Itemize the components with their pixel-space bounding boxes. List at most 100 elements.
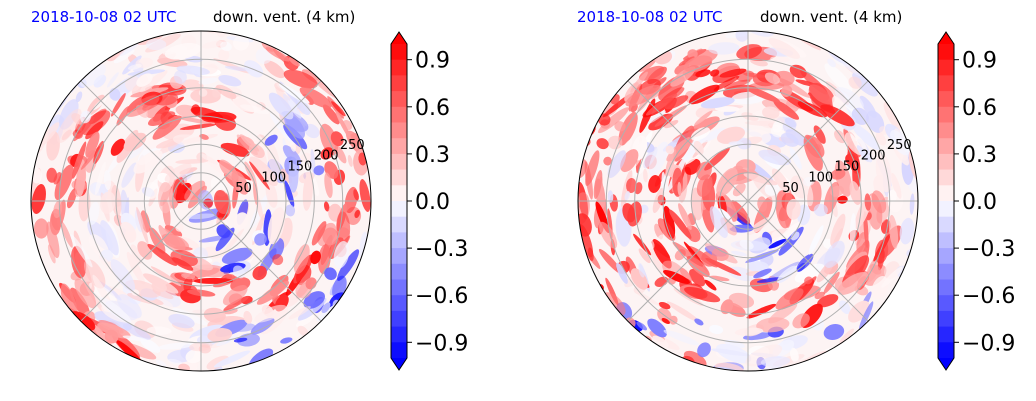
- field-cell: [121, 162, 137, 188]
- field-cell: [175, 159, 209, 164]
- field-cell: [53, 172, 62, 185]
- field-cell: [206, 355, 230, 370]
- colorbar-segment: [938, 295, 954, 312]
- field-cell: [746, 216, 773, 236]
- field-cell: [687, 49, 698, 60]
- field-cell: [710, 348, 750, 357]
- field-cell: [218, 49, 230, 61]
- field-cell: [813, 203, 828, 217]
- field-cell: [233, 337, 248, 343]
- colorbar-segment: [391, 153, 407, 171]
- field-cell: [119, 43, 139, 56]
- grid-spoke: [747, 200, 869, 322]
- colorbar-segment: [938, 201, 954, 218]
- field-cell: [663, 270, 690, 284]
- field-cell: [324, 267, 337, 281]
- field-cell: [714, 106, 740, 112]
- field-cell: [95, 161, 106, 196]
- field-cell: [106, 72, 119, 88]
- grid-spoke: [200, 200, 322, 322]
- field-cell: [272, 254, 284, 266]
- field-cell: [126, 251, 145, 285]
- field-cell: [809, 84, 830, 101]
- field-cell: [739, 239, 754, 250]
- colorbar: 0.9 0.6 0.3 0.0 −0.3 −0.6 −0.9: [937, 31, 1015, 371]
- colorbar-segment: [391, 326, 407, 343]
- field-cell: [705, 257, 742, 276]
- field-cell: [830, 185, 844, 197]
- field-cell: [684, 286, 721, 303]
- field-cell: [66, 188, 77, 209]
- colorbar-tick-label: −0.6: [415, 284, 468, 309]
- field-cell: [683, 55, 713, 73]
- field-cell: [164, 163, 192, 182]
- field-cell: [218, 75, 242, 87]
- chart-title: down. vent. (4 km): [760, 8, 903, 26]
- colorbar-segment: [391, 263, 407, 280]
- field-cell: [181, 272, 196, 280]
- colorbar-segment: [938, 216, 954, 233]
- field-cell: [848, 76, 862, 89]
- field-cell: [288, 306, 311, 320]
- field-cell: [645, 93, 678, 116]
- field-cell: [297, 325, 309, 337]
- field-cell: [267, 207, 285, 245]
- colorbar-segment: [938, 248, 954, 265]
- field-cell: [267, 141, 281, 180]
- field-cell: [324, 172, 333, 198]
- colorbar-segment: [938, 232, 954, 249]
- colorbar-extend-max: [391, 32, 407, 44]
- field-cell: [285, 204, 296, 217]
- field-cell: [789, 347, 799, 363]
- field-cell: [116, 106, 130, 126]
- field-cell: [849, 181, 862, 205]
- field-cell: [233, 35, 250, 51]
- field-cell: [311, 221, 327, 246]
- field-cell: [645, 238, 655, 250]
- field-cell: [288, 156, 299, 193]
- colorbar-segment: [391, 232, 407, 249]
- field-cell: [803, 181, 814, 207]
- grid-spoke: [747, 80, 869, 202]
- field-cell: [669, 209, 692, 239]
- field-cell: [158, 181, 173, 214]
- field-cell: [213, 350, 251, 368]
- field-cell: [618, 112, 638, 146]
- colorbar-segment: [938, 75, 954, 92]
- field-cell: [768, 238, 787, 249]
- colorbar-segment: [391, 310, 407, 328]
- colorbar-segment: [938, 263, 954, 280]
- field-cell: [73, 116, 95, 142]
- field-cell: [890, 129, 910, 156]
- field-cell: [786, 198, 801, 220]
- field-cell: [70, 234, 93, 268]
- field-cell: [665, 145, 675, 155]
- field-cell: [633, 290, 660, 306]
- field-cell: [152, 115, 182, 140]
- field-cell: [74, 170, 87, 197]
- field-cell: [222, 285, 248, 306]
- field-cell: [323, 201, 330, 212]
- field-cell: [110, 138, 126, 156]
- field-cell: [136, 73, 153, 87]
- field-cell: [47, 244, 56, 264]
- field-cell: [633, 233, 652, 256]
- field-cell: [652, 187, 665, 214]
- field-cell: [170, 249, 198, 267]
- field-cell: [839, 300, 851, 315]
- polar-grid: [578, 31, 918, 371]
- field-cell: [220, 41, 232, 52]
- field-cell: [202, 40, 224, 49]
- field-cell: [663, 329, 700, 346]
- field-cell: [607, 190, 614, 203]
- colorbar: 0.9 0.6 0.3 0.0 −0.3 −0.6 −0.9: [390, 31, 468, 371]
- field-cell: [650, 245, 667, 275]
- radial-tick-label: 150: [835, 160, 860, 175]
- field-cell: [658, 301, 671, 310]
- colorbar-extend-min: [938, 358, 954, 370]
- field-cell: [866, 110, 885, 133]
- field-cell: [99, 297, 132, 324]
- field-cell: [744, 86, 781, 103]
- field-cell: [321, 302, 331, 314]
- field-cell: [172, 176, 185, 200]
